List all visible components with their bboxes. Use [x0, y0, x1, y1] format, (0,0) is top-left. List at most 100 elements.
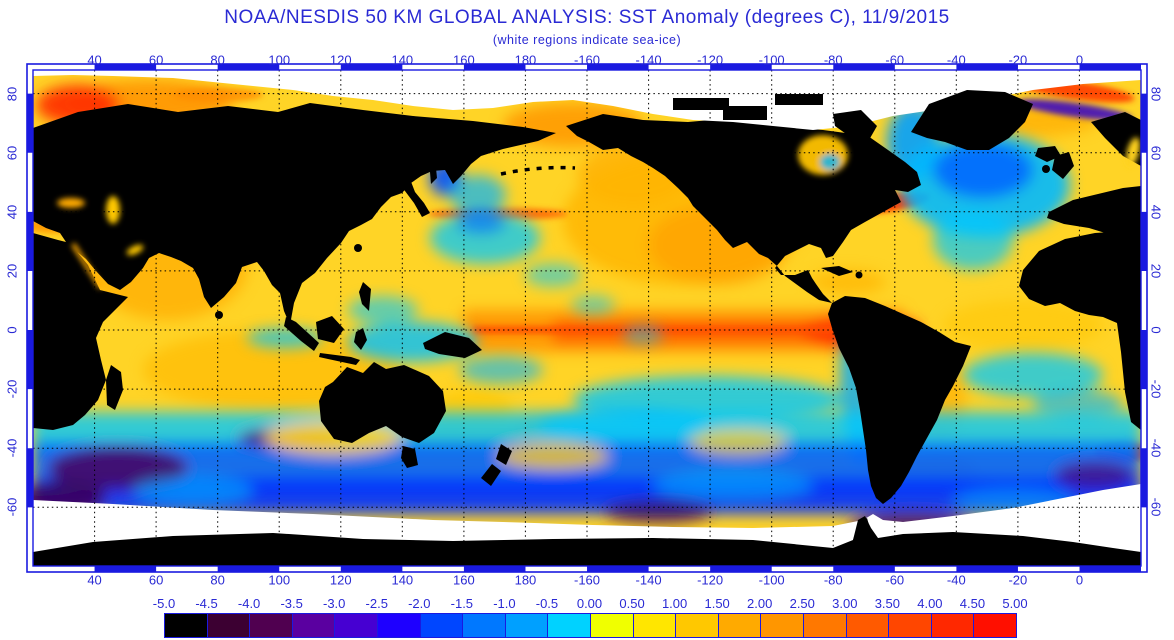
graticule [33, 70, 1141, 566]
colorbar-tick-label: -0.5 [535, 596, 559, 611]
lon-tick-label: -80 [823, 52, 843, 68]
anomaly-colorbar: -5.0 -4.5 -4.0 -3.5 -3.0 -2.5 -2.0 -1.5 -1.0 -0.5… [153, 596, 1028, 640]
colorbar-cell [547, 614, 590, 637]
colorbar-cell [291, 614, 335, 637]
colorbar-tick-label: 1.50 [704, 596, 730, 611]
land-hispaniola [855, 271, 863, 279]
colorbar-tick-label: 5.00 [1002, 596, 1028, 611]
lon-tick-label: 100 [268, 572, 291, 588]
lon-tick-label: -40 [946, 572, 966, 588]
lon-tick-label: 0 [1075, 52, 1084, 68]
colorbar-tick-label: 2.50 [789, 596, 815, 611]
colorbar-tick-label: 3.00 [832, 596, 858, 611]
land-madagascar [106, 365, 123, 410]
world-sst-anomaly-map [25, 62, 1149, 574]
lon-tick-label: -20 [1008, 52, 1028, 68]
land-west-africa [1019, 230, 1141, 430]
land-greenland [911, 90, 1033, 150]
colorbar-cell [589, 614, 633, 637]
landmass-layer [33, 103, 1141, 504]
lon-tick-label: -80 [823, 572, 843, 588]
lon-tick-label: -140 [635, 52, 662, 68]
lat-tick-label: 20 [4, 263, 20, 279]
lat-tick-label: 40 [4, 204, 20, 220]
colorbar-tick-label: -4.5 [195, 596, 218, 611]
lon-tick-label: 140 [391, 52, 414, 68]
land-ireland [1042, 165, 1050, 173]
land-philippines [359, 282, 371, 311]
land-sri-lanka [215, 311, 223, 319]
land-arctic-island-2 [775, 94, 823, 105]
land-new-zealand-north [496, 444, 512, 465]
land-tasmania [401, 446, 418, 468]
lon-tick-label: 40 [87, 52, 102, 68]
land-antarctic-peninsula [853, 518, 871, 542]
lon-tick-label: 160 [453, 52, 475, 68]
colorbar-cell [504, 614, 548, 637]
lon-tick-label: 140 [391, 572, 414, 588]
lon-tick-label: -140 [635, 572, 662, 588]
land-taiwan [354, 244, 362, 252]
land-south-america [828, 296, 971, 504]
land-baffin [833, 110, 877, 140]
land-sulawesi [354, 328, 367, 350]
lat-tick-label: -20 [4, 379, 20, 399]
lat-tick-label: 40 [1148, 204, 1164, 220]
land-sumatra [284, 317, 319, 351]
lon-tick-label: 180 [514, 52, 537, 68]
lat-tick-label: 80 [1148, 86, 1164, 101]
longitude-axis-top: 40 60 80 100 120 140 160 180 -160 -140 -120 -100 -80… [33, 52, 1141, 68]
land-victoria-island [723, 106, 767, 120]
lon-tick-label: 80 [210, 572, 225, 588]
colorbar-tick-label: 4.00 [917, 596, 943, 611]
longitude-axis-bottom: 40 60 80 100 120 140 160 180 -160 -140 -120 -100 -80… [33, 572, 1141, 588]
lon-tick-label: -100 [758, 572, 785, 588]
land-sakhalin [429, 158, 437, 184]
caspian-sea [106, 196, 120, 224]
land-africa-east [33, 233, 128, 430]
lon-tick-label: 60 [148, 52, 164, 68]
lon-tick-label: 40 [87, 572, 102, 588]
colorbar-tick-label: 0.50 [619, 596, 645, 611]
lon-tick-label: -100 [758, 52, 785, 68]
colorbar-cell [376, 614, 420, 637]
lon-tick-label: 100 [268, 52, 291, 68]
colorbar-cell [206, 614, 250, 637]
colorbar-cell [930, 614, 974, 637]
colorbar-cell [675, 614, 718, 637]
black-sea [57, 198, 85, 208]
colorbar-tick-label: -3.5 [280, 596, 303, 611]
lat-tick-label: 60 [4, 145, 20, 160]
colorbar-cell [888, 614, 931, 637]
lat-tick-label: 0 [1148, 326, 1164, 334]
map-artwork [33, 70, 1141, 566]
lat-tick-label: 0 [4, 326, 20, 334]
latitude-axis-right: 80 60 40 20 0 -20 -40 -60 [1148, 70, 1164, 566]
hudson-bay [798, 135, 848, 175]
land-aleutians [500, 165, 576, 176]
lon-tick-label: -60 [885, 572, 905, 588]
land-new-guinea [423, 332, 482, 358]
lat-tick-label: 80 [4, 86, 20, 101]
colorbar-cell [632, 614, 676, 637]
colorbar-tick-label: 0.00 [576, 596, 603, 611]
lat-tick-label: -40 [4, 438, 20, 458]
lon-tick-label: -40 [946, 52, 966, 68]
colorbar-tick-label: -5.0 [152, 596, 176, 611]
land-eurasia [33, 103, 556, 325]
colorbar-scale-labels: -5.0 -4.5 -4.0 -3.5 -3.0 -2.5 -2.0 -1.5 -1.0 -0.5… [153, 596, 1028, 611]
red-sea [71, 242, 103, 290]
persian-gulf [126, 244, 144, 256]
lon-tick-label: 160 [453, 572, 475, 588]
lat-tick-label: -60 [1148, 497, 1164, 517]
colorbar-cell [249, 614, 292, 637]
lon-tick-label: 180 [514, 572, 537, 588]
lon-tick-label: 60 [148, 572, 164, 588]
lon-tick-label: -160 [573, 52, 601, 68]
lat-tick-label: 20 [1148, 263, 1164, 279]
colorbar-cell [760, 614, 803, 637]
colorbar-tick-label: -3.0 [322, 596, 346, 611]
lon-tick-label: -160 [573, 572, 601, 588]
inland-seas-layer [57, 135, 1140, 290]
colorbar-tick-label: -2.0 [408, 596, 431, 611]
